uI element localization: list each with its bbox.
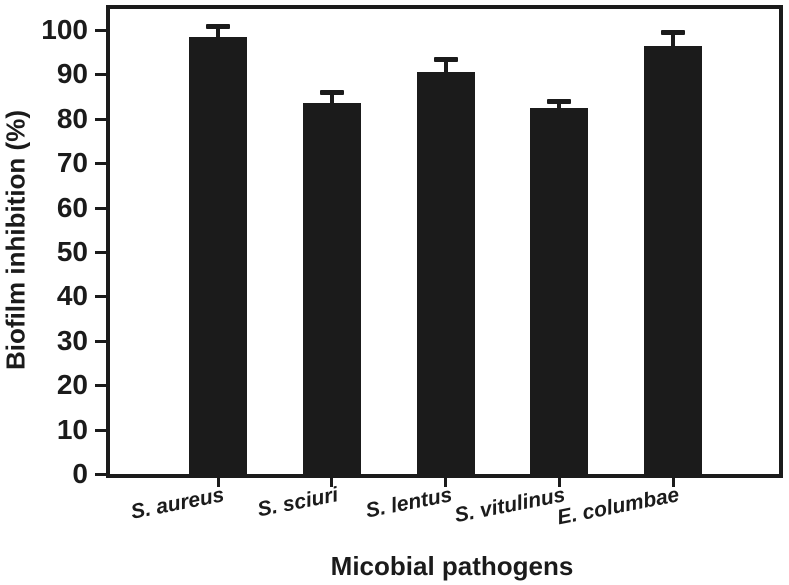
y-axis-tick: [95, 117, 106, 121]
y-tick-label: 30: [56, 324, 88, 356]
y-tick-label: 40: [56, 280, 88, 312]
y-tick-label: 10: [56, 413, 88, 445]
y-tick-label: 80: [56, 102, 88, 134]
x-category-label: S. lentus: [363, 483, 454, 523]
error-bar-cap: [206, 23, 230, 29]
x-category-label: S. sciuri: [255, 483, 340, 522]
x-category-label: S. vitulinus: [453, 483, 568, 528]
y-axis-tick: [95, 162, 106, 166]
y-tick-label: 100: [41, 14, 88, 45]
y-axis-tick: [95, 295, 106, 299]
x-axis-tick: [216, 478, 220, 487]
y-axis-tick: [95, 73, 106, 77]
y-tick-label: 90: [56, 58, 88, 90]
bar: [416, 72, 475, 474]
error-bar-stem: [216, 25, 220, 37]
error-bar-stem: [443, 58, 448, 73]
y-axis-tick: [95, 428, 106, 432]
y-tick-label: 0: [72, 458, 88, 489]
bar: [302, 103, 361, 474]
error-bar-stem: [329, 92, 334, 104]
error-bar-stem: [557, 101, 562, 108]
y-axis-tick: [95, 339, 106, 343]
x-category-label: S. aureus: [128, 483, 227, 524]
y-tick-label: 60: [56, 191, 88, 223]
x-category-label: E. columbae: [555, 483, 682, 530]
bar: [189, 36, 247, 474]
x-axis-title: Micobial pathogens: [330, 551, 574, 581]
x-axis-tick: [330, 478, 334, 487]
y-axis-tick: [95, 473, 106, 476]
x-axis-tick: [444, 478, 447, 487]
error-bar-stem: [671, 32, 675, 46]
y-axis-tick: [95, 206, 106, 210]
error-bar-cap: [661, 30, 685, 36]
y-axis-tick: [95, 384, 106, 388]
y-tick-label: 70: [56, 147, 88, 179]
bar: [530, 107, 589, 474]
bar: [644, 45, 702, 474]
x-axis-tick: [557, 478, 561, 487]
error-bar-cap: [319, 90, 344, 96]
error-bar-cap: [433, 56, 458, 62]
y-tick-label: 20: [56, 369, 88, 401]
x-axis-tick: [671, 478, 675, 487]
error-bar-cap: [547, 99, 572, 105]
y-axis-tick: [95, 251, 106, 254]
y-tick-label: 50: [56, 236, 88, 267]
y-axis-tick: [95, 29, 106, 32]
